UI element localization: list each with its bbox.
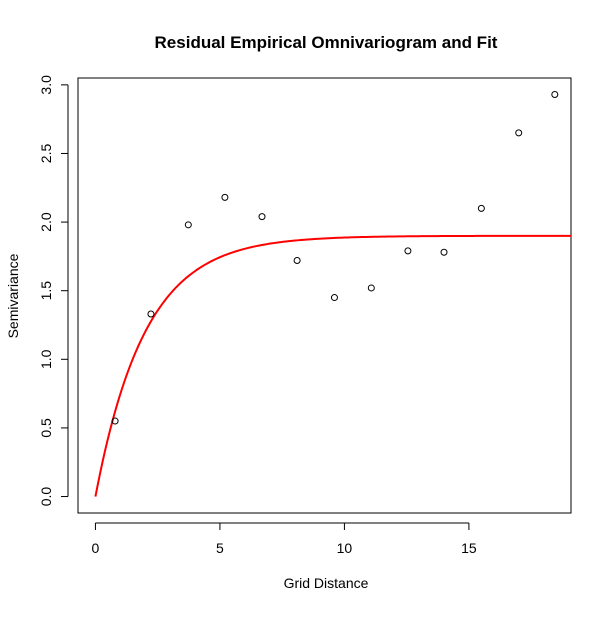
data-point xyxy=(404,247,412,255)
data-point xyxy=(111,417,119,425)
chart-title: Residual Empirical Omnivariogram and Fit xyxy=(155,33,498,52)
y-tick-label: 3.0 xyxy=(38,75,54,95)
x-tick-label: 15 xyxy=(461,540,477,556)
data-point xyxy=(477,204,485,212)
plot-frame xyxy=(77,77,572,514)
data-point xyxy=(440,248,448,256)
data-point xyxy=(184,221,192,229)
x-tick-label: 10 xyxy=(337,540,353,556)
x-tick-label: 5 xyxy=(216,540,224,556)
y-tick-label: 1.5 xyxy=(38,281,54,301)
points-layer xyxy=(111,90,559,425)
y-tick-label: 0.5 xyxy=(38,418,54,438)
fit-line-layer xyxy=(94,234,571,497)
data-point xyxy=(258,213,266,221)
x-axis-label: Grid Distance xyxy=(284,575,369,591)
data-point xyxy=(221,193,229,201)
x-tick-label: 0 xyxy=(92,540,100,556)
data-point xyxy=(515,129,523,137)
fitted-model-line xyxy=(94,234,571,497)
axes: 0 5 10 15 0.0 0.5 1.0 1.5 2.0 2.5 3.0 xyxy=(38,75,572,556)
data-point xyxy=(147,310,155,318)
y-tick-label: 2.5 xyxy=(38,144,54,164)
data-point xyxy=(367,284,375,292)
y-tick-label: 0.0 xyxy=(38,487,54,507)
data-point xyxy=(551,90,559,98)
data-point xyxy=(293,257,301,265)
y-tick-label: 1.0 xyxy=(38,349,54,369)
data-point xyxy=(330,294,338,302)
y-tick-label: 2.0 xyxy=(38,212,54,232)
y-axis-label: Semivariance xyxy=(5,253,21,338)
